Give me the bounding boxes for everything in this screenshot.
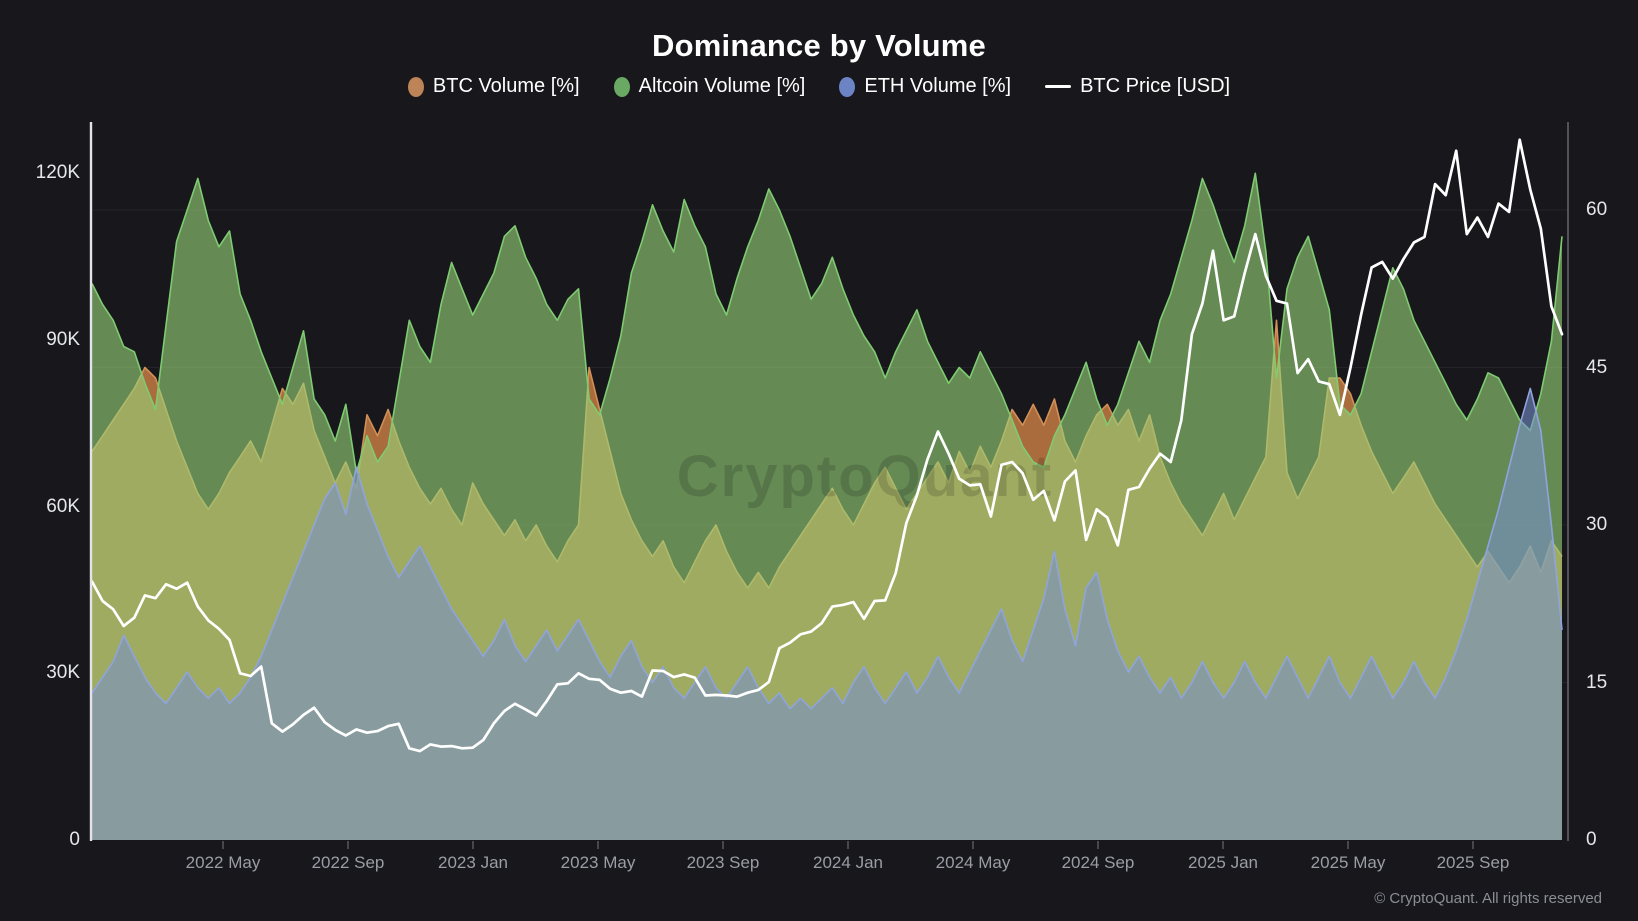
series-dot-icon: [839, 76, 856, 97]
legend-item-eth-volume[interactable]: ETH Volume [%]: [839, 75, 1011, 98]
x-axis-label-2023-jan: 2023 Jan: [438, 853, 508, 872]
edge-altcoin-volume: [91, 172, 1563, 474]
right-axis-label-45: 45: [1586, 356, 1608, 378]
legend-item-btc-price-usd[interactable]: BTC Price [USD]: [1045, 75, 1230, 98]
left-axis-label-90K: 90K: [46, 328, 80, 350]
x-axis-label-2022-may: 2022 May: [185, 853, 261, 872]
legend-item-btc-volume[interactable]: BTC Volume [%]: [407, 75, 580, 98]
series-dot-icon: [407, 76, 424, 97]
watermark: CryptoQuant: [677, 444, 1053, 509]
right-axis-label-60: 60: [1586, 199, 1608, 220]
area-eth-volume: [92, 388, 1562, 840]
legend-item-label: BTC Volume [%]: [432, 75, 580, 97]
left-axis-label-120K: 120K: [35, 162, 80, 183]
legend-item-altcoin-volume[interactable]: Altcoin Volume [%]: [613, 75, 806, 98]
legend-item-label: Altcoin Volume [%]: [638, 75, 806, 97]
x-axis-label-2024-sep: 2024 Sep: [1061, 853, 1135, 872]
btc-price-line: [90, 138, 1564, 753]
right-axis-label-0: 0: [1586, 829, 1597, 850]
right-axis-label-15: 15: [1586, 671, 1608, 693]
left-axis-label-0: 0: [69, 829, 80, 850]
x-axis-label-2024-may: 2024 May: [935, 853, 1011, 872]
legend-item-label: ETH Volume [%]: [864, 75, 1012, 97]
legend: BTC Volume [%] Altcoin Volume [%] ETH Volu…: [0, 75, 1638, 98]
x-axis-label-2022-sep: 2022 Sep: [311, 853, 385, 872]
edge-eth-volume: [91, 387, 1563, 710]
left-axis-label-60K: 60K: [46, 495, 80, 517]
x-axis-label-2025-may: 2025 May: [1310, 853, 1386, 872]
x-axis-label-2024-jan: 2024 Jan: [813, 853, 883, 872]
legend-item-label: BTC Price [USD]: [1080, 75, 1231, 97]
x-axis-label-2023-sep: 2023 Sep: [686, 853, 760, 872]
left-axis-label-30K: 30K: [46, 662, 80, 684]
x-axis-label-2025-jan: 2025 Jan: [1188, 853, 1258, 872]
x-axis-label-2023-may: 2023 May: [560, 853, 636, 872]
x-axis-label-2025-sep: 2025 Sep: [1436, 853, 1510, 872]
page-title: Dominance by Volume: [652, 28, 986, 63]
price-line-marker-icon: [1045, 85, 1072, 88]
series-dot-icon: [613, 76, 630, 97]
copyright-notice: © CryptoQuant. All rights reserved: [1374, 890, 1602, 907]
right-axis-label-30: 30: [1586, 514, 1608, 535]
